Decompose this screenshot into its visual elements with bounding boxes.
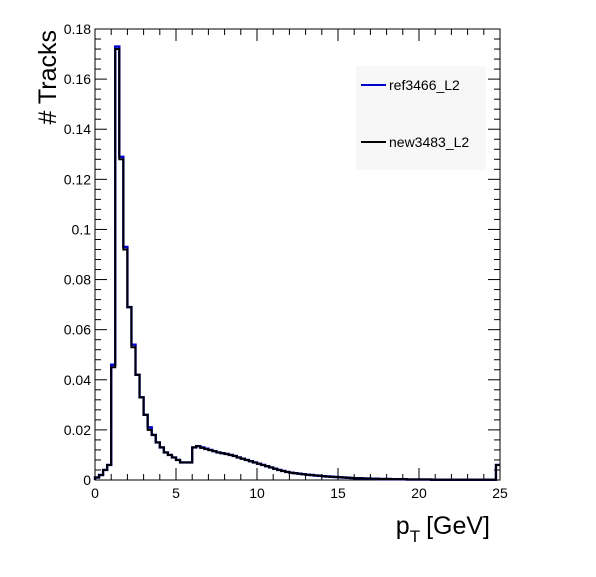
x-tick-label: 0 (91, 485, 99, 501)
x-tick-label: 5 (172, 485, 180, 501)
x-axis-label: pT [GeV] (396, 512, 490, 546)
x-tick-label: 20 (411, 485, 427, 501)
x-axis-label-unit: [GeV] (426, 512, 490, 540)
y-tick-label: 0.02 (64, 422, 91, 438)
legend: ref3466_L2 new3483_L2 (356, 66, 486, 170)
legend-label-new3483: new3483_L2 (389, 134, 469, 150)
y-tick-label: 0.18 (64, 21, 91, 37)
plot-frame-layer (94, 28, 501, 481)
legend-label-ref3466: ref3466_L2 (389, 77, 460, 93)
y-tick-label: 0.12 (64, 171, 91, 187)
series-line-new3483_L2 (94, 48, 500, 481)
ticks-layer (94, 28, 501, 481)
y-tick-label: 0.14 (64, 121, 91, 137)
tick-labels-layer: 0 5 10 15 20 25 0 0.02 0.04 0.06 0.08 0.1 0.12 0.14 0.… (64, 21, 508, 501)
y-axis-label: # Tracks (34, 30, 62, 124)
y-tick-label: 0.06 (64, 322, 91, 338)
series-layer (93, 45, 500, 481)
y-tick-label: 0 (83, 472, 91, 488)
x-tick-label: 25 (492, 485, 508, 501)
legend-box (356, 66, 486, 170)
x-tick-label: 10 (249, 485, 265, 501)
y-tick-label: 0.04 (64, 372, 91, 388)
plot-frame (94, 28, 501, 481)
x-tick-label: 15 (330, 485, 346, 501)
x-axis-label-symbol: p (396, 512, 410, 540)
y-tick-label: 0.08 (64, 272, 91, 288)
y-tick-label: 0.16 (64, 71, 91, 87)
y-tick-label: 0.1 (72, 221, 92, 237)
x-axis-label-subscript: T (410, 527, 420, 546)
